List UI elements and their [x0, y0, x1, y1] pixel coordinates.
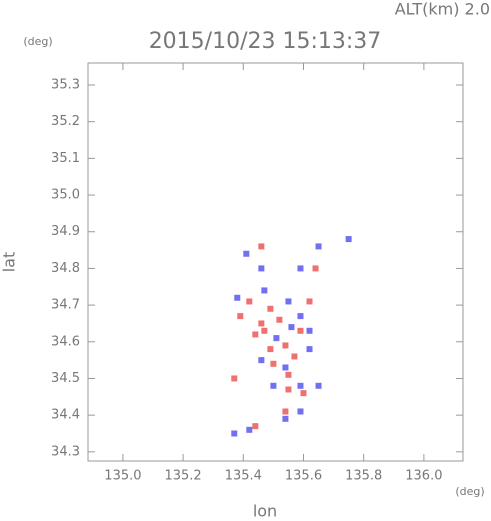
data-point	[306, 298, 313, 305]
data-point	[252, 423, 259, 430]
y-tick-label: 35.0	[51, 188, 80, 203]
chart-title: 2015/10/23 15:13:37	[149, 29, 382, 54]
data-point	[282, 408, 289, 415]
x-tick-label: 135.6	[285, 469, 322, 484]
data-point	[243, 250, 250, 257]
x-tick-label: 135.4	[225, 469, 262, 484]
data-point	[261, 327, 268, 334]
data-point	[234, 294, 241, 301]
data-point	[258, 243, 265, 250]
y-tick-label: 34.9	[51, 224, 80, 239]
data-point	[282, 364, 289, 371]
x-tick-label: 135.0	[104, 469, 141, 484]
y-tick-label: 34.3	[51, 444, 80, 459]
y-tick-label: 34.6	[51, 334, 80, 349]
data-point	[306, 346, 313, 353]
header: ALT(km) 2.0	[395, 0, 490, 19]
data-point	[261, 287, 268, 294]
data-point	[276, 316, 283, 323]
data-point	[258, 357, 265, 364]
data-point	[282, 415, 289, 422]
data-point	[306, 327, 313, 334]
data-point	[231, 375, 238, 382]
data-point	[252, 331, 259, 338]
data-point	[297, 313, 304, 320]
plot-frame	[87, 62, 464, 462]
data-point	[267, 305, 274, 312]
y-tick-label: 34.4	[51, 408, 80, 423]
y-tick-label: 35.2	[51, 114, 80, 129]
data-point	[267, 346, 274, 353]
x-tick-label: 135.2	[164, 469, 201, 484]
data-point	[282, 342, 289, 349]
data-point	[246, 426, 253, 433]
data-point	[246, 298, 253, 305]
x-axis-label: lon	[253, 502, 277, 521]
y-tick-label: 34.5	[51, 371, 80, 386]
data-point	[300, 390, 307, 397]
data-point	[288, 324, 295, 331]
x-unit: (deg)	[455, 485, 484, 498]
y-tick-label: 34.8	[51, 261, 80, 276]
data-point	[345, 236, 352, 243]
data-point	[231, 430, 238, 437]
data-point	[273, 335, 280, 342]
data-point	[258, 320, 265, 327]
y-tick-label: 34.7	[51, 298, 80, 313]
x-tick-label: 136.0	[405, 469, 442, 484]
data-point	[285, 371, 292, 378]
x-tick-label: 135.8	[345, 469, 382, 484]
y-axis-label: lat	[0, 252, 19, 273]
data-point	[258, 265, 265, 272]
data-point	[297, 327, 304, 334]
data-point	[297, 408, 304, 415]
y-tick-label: 35.1	[51, 151, 80, 166]
data-point	[297, 382, 304, 389]
data-point	[285, 298, 292, 305]
data-point	[291, 353, 298, 360]
y-tick-label: 35.3	[51, 78, 80, 93]
data-point	[315, 382, 322, 389]
y-unit: (deg)	[23, 35, 52, 48]
data-point	[270, 360, 277, 367]
data-point	[285, 386, 292, 393]
data-point	[312, 265, 319, 272]
data-point	[237, 313, 244, 320]
data-point	[297, 265, 304, 272]
data-point	[315, 243, 322, 250]
data-point	[270, 382, 277, 389]
